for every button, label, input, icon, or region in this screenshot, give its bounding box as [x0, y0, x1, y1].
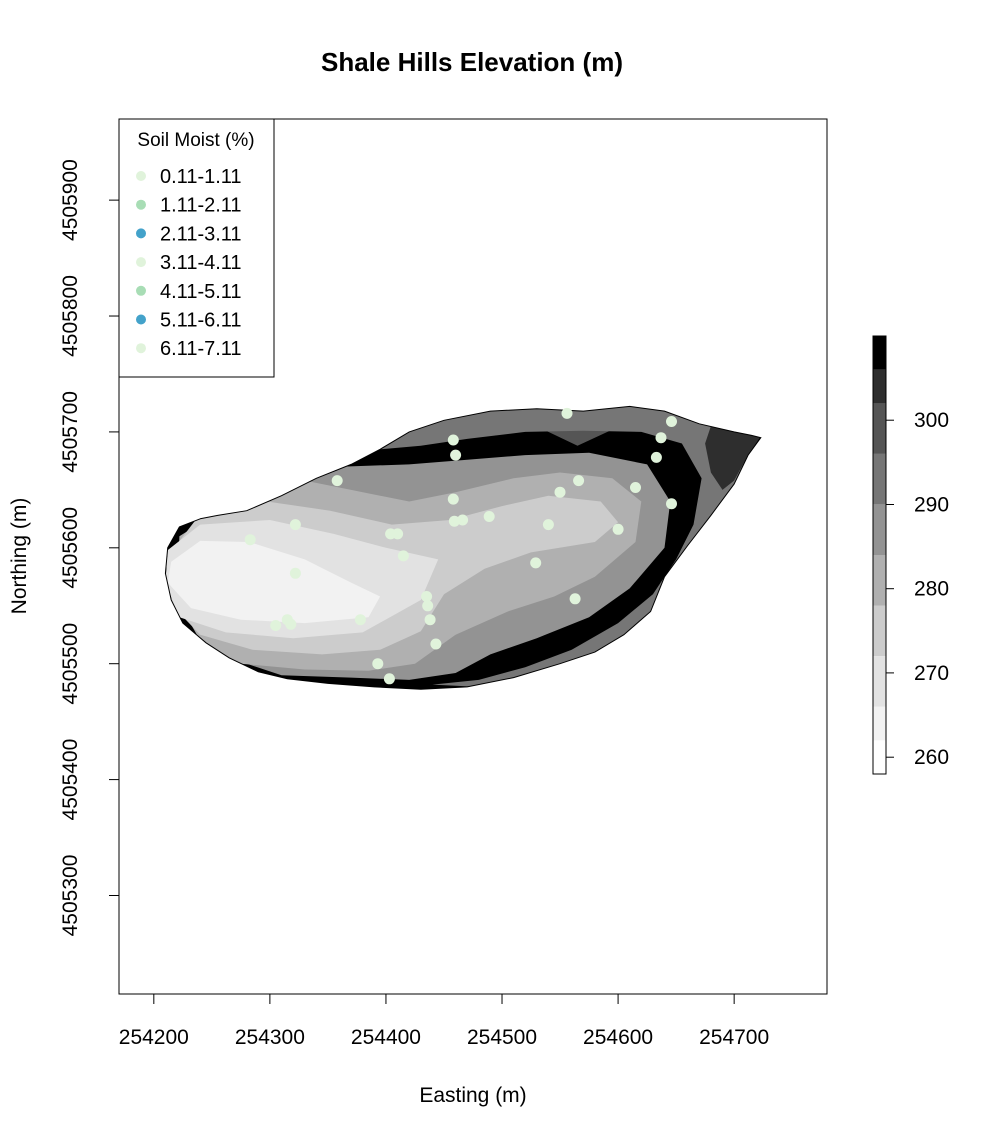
y-tick-label: 4505600	[59, 507, 82, 589]
colorbar-band	[873, 605, 886, 656]
colorbar: 260 270 280 290 300	[872, 335, 949, 775]
legend-box	[118, 118, 275, 378]
legend-marker	[136, 199, 146, 210]
soil-moisture-point	[569, 593, 581, 605]
soil-moisture-point	[448, 515, 460, 527]
colorbar-band	[873, 369, 886, 404]
legend-title: Soil Moist (%)	[137, 130, 254, 151]
x-tick-label: 254200	[119, 1026, 189, 1049]
legend-label: 3.11-4.11	[160, 252, 242, 274]
soil-moisture-point	[289, 519, 301, 531]
soil-moisture-point	[542, 519, 554, 531]
colorbar-band	[873, 336, 886, 370]
soil-moisture-point	[331, 475, 343, 487]
soil-moisture-point	[457, 514, 469, 526]
soil-moisture-point	[397, 550, 409, 562]
soil-moisture-point	[424, 614, 436, 626]
legend-marker	[136, 228, 146, 239]
soil-moisture-point	[630, 482, 641, 493]
soil-moisture-points	[244, 407, 677, 685]
legend-label: 5.11-6.11	[160, 310, 242, 332]
soil-moisture-point	[530, 557, 542, 569]
y-axis-label: Northing (m)	[8, 498, 31, 615]
x-axis-label: Easting (m)	[419, 1084, 526, 1107]
y-tick-label: 4505700	[59, 391, 82, 473]
legend: Soil Moist (%) 0.11-1.11 1.11-2.11 2.11-3.…	[118, 118, 275, 378]
legend-label: 0.11-1.11	[160, 166, 242, 188]
legend-label: 4.11-5.11	[160, 281, 242, 303]
soil-moisture-point	[447, 434, 459, 446]
soil-moisture-point	[655, 432, 667, 444]
colorbar-frame	[872, 335, 887, 775]
soil-moisture-point	[285, 618, 297, 630]
soil-moisture-point	[372, 658, 384, 670]
y-axis: 4505300 4505400 4505500 4505600 4505700 45058…	[59, 159, 120, 937]
soil-moisture-point	[430, 638, 442, 650]
soil-moisture-point	[289, 567, 301, 579]
legend-marker	[136, 285, 146, 296]
colorbar-tick-label: 300	[914, 409, 949, 432]
x-tick-label: 254600	[583, 1026, 653, 1049]
colorbar-tick-label: 280	[914, 578, 949, 601]
soil-moisture-point	[666, 498, 677, 510]
colorbar-tick-label: 290	[914, 494, 949, 517]
colorbar-band	[873, 555, 886, 606]
legend-marker	[136, 314, 146, 325]
y-tick-label: 4505900	[59, 159, 82, 241]
soil-moisture-point	[383, 673, 395, 685]
x-tick-label: 254300	[235, 1026, 305, 1049]
soil-moisture-point	[561, 407, 573, 419]
soil-moisture-point	[244, 534, 256, 546]
plot-area	[118, 118, 828, 995]
legend-marker	[136, 171, 146, 181]
colorbar-band	[873, 453, 886, 505]
legend-label: 6.11-7.11	[160, 338, 242, 360]
legend-items: 0.11-1.11 1.11-2.11 2.11-3.11 3.11-4.11 4.11…	[136, 166, 242, 360]
y-tick-label: 4505400	[59, 739, 82, 821]
colorbar-band	[873, 706, 886, 741]
x-tick-label: 254400	[351, 1026, 421, 1049]
soil-moisture-point	[354, 614, 366, 626]
soil-moisture-point	[650, 451, 662, 463]
soil-moisture-point	[447, 493, 459, 505]
colorbar-band	[873, 740, 886, 774]
soil-moisture-point	[554, 486, 566, 498]
elevation-zone	[167, 540, 381, 624]
soil-moisture-point	[270, 620, 282, 631]
x-tick-label: 254700	[699, 1026, 769, 1049]
soil-moisture-point	[450, 449, 462, 461]
x-tick-label: 254500	[467, 1026, 537, 1049]
soil-moisture-point	[392, 528, 404, 540]
colorbar-tick-label: 270	[914, 662, 949, 685]
elevation-layer	[165, 406, 761, 690]
watershed-boundary	[164, 405, 762, 690]
colorbar-band	[873, 656, 886, 707]
soil-moisture-point	[612, 523, 624, 535]
elevation-zone-peak	[705, 426, 760, 490]
y-tick-label: 4505800	[59, 275, 82, 357]
y-tick-label: 4505500	[59, 623, 82, 705]
legend-label: 1.11-2.11	[160, 195, 242, 217]
soil-moisture-point	[422, 600, 434, 612]
x-axis: 254200 254300 254400 254500 254600 254700	[119, 993, 769, 1049]
chart-title: Shale Hills Elevation (m)	[321, 47, 623, 77]
soil-moisture-point	[483, 511, 495, 522]
soil-moisture-point	[573, 475, 585, 487]
colorbar-band	[873, 403, 886, 454]
soil-moisture-point	[666, 416, 677, 427]
colorbar-band	[873, 504, 886, 555]
y-tick-label: 4505300	[59, 855, 82, 937]
soil-moisture-point	[421, 591, 433, 602]
legend-label: 2.11-3.11	[160, 223, 242, 245]
legend-marker	[136, 343, 146, 354]
colorbar-tick-label: 260	[914, 746, 949, 769]
legend-marker	[136, 257, 146, 268]
